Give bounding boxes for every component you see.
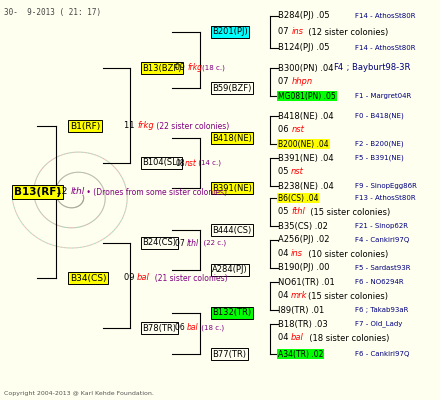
Text: B1(RF): B1(RF) xyxy=(70,122,100,130)
Text: B104(SL): B104(SL) xyxy=(142,158,180,168)
Text: F14 - AthosSt80R: F14 - AthosSt80R xyxy=(355,13,415,19)
Text: B418(NE): B418(NE) xyxy=(212,134,252,142)
Text: (18 c.): (18 c.) xyxy=(202,65,225,71)
Text: 06: 06 xyxy=(175,324,187,332)
Text: (22 sister colonies): (22 sister colonies) xyxy=(154,122,229,130)
Text: F7 - Old_Lady: F7 - Old_Lady xyxy=(355,321,402,327)
Text: B18(TR) .03: B18(TR) .03 xyxy=(278,320,328,328)
Text: 04: 04 xyxy=(278,334,291,342)
Text: B200(NE) .04: B200(NE) .04 xyxy=(278,140,329,148)
Text: 07: 07 xyxy=(278,78,291,86)
Text: fthl: fthl xyxy=(291,208,305,216)
Text: (15 sister colonies): (15 sister colonies) xyxy=(308,292,388,300)
Text: B78(TR): B78(TR) xyxy=(142,324,176,332)
Text: A284(PJ): A284(PJ) xyxy=(212,266,248,274)
Text: nst: nst xyxy=(185,158,197,168)
Text: (21 sister colonies): (21 sister colonies) xyxy=(150,274,227,282)
Text: hhpn: hhpn xyxy=(291,78,312,86)
Text: 09: 09 xyxy=(124,274,137,282)
Text: 07: 07 xyxy=(278,28,291,36)
Text: 04: 04 xyxy=(278,292,291,300)
Text: B59(BZF): B59(BZF) xyxy=(212,84,251,92)
Text: 30-  9-2013 ( 21: 17): 30- 9-2013 ( 21: 17) xyxy=(4,8,101,17)
Text: 07: 07 xyxy=(175,238,187,248)
Text: ; Bayburt98-3R: ; Bayburt98-3R xyxy=(344,64,410,72)
Text: Copyright 2004-2013 @ Karl Kehde Foundation.: Copyright 2004-2013 @ Karl Kehde Foundat… xyxy=(4,391,154,396)
Text: B444(CS): B444(CS) xyxy=(212,226,251,234)
Text: B391(NE) .04: B391(NE) .04 xyxy=(278,154,334,162)
Text: frkg: frkg xyxy=(137,122,154,130)
Text: F21 - Sinop62R: F21 - Sinop62R xyxy=(355,223,408,229)
Text: 05: 05 xyxy=(278,208,291,216)
Text: F13 - AthosSt80R: F13 - AthosSt80R xyxy=(355,195,416,201)
Text: F4 - Cankiri97Q: F4 - Cankiri97Q xyxy=(355,237,409,243)
Text: F6 ; Takab93aR: F6 ; Takab93aR xyxy=(355,307,408,313)
Text: F5 - B391(NE): F5 - B391(NE) xyxy=(355,155,404,161)
Text: B238(NE) .04: B238(NE) .04 xyxy=(278,182,334,190)
Text: bal: bal xyxy=(291,334,304,342)
Text: nst: nst xyxy=(291,126,304,134)
Text: ins: ins xyxy=(291,28,303,36)
Text: nst: nst xyxy=(291,168,304,176)
Text: lthl: lthl xyxy=(70,188,84,196)
Text: B300(PN) .04: B300(PN) .04 xyxy=(278,64,334,72)
Text: B201(PJ): B201(PJ) xyxy=(212,28,248,36)
Text: F5 - Sardast93R: F5 - Sardast93R xyxy=(355,265,411,271)
Text: (15 sister colonies): (15 sister colonies) xyxy=(305,208,390,216)
Text: F1 - Margret04R: F1 - Margret04R xyxy=(355,93,411,99)
Text: B13(RF): B13(RF) xyxy=(14,187,61,197)
Text: mrk: mrk xyxy=(291,292,308,300)
Text: F0 - B418(NE): F0 - B418(NE) xyxy=(355,113,404,119)
Text: F9 - SinopEgg86R: F9 - SinopEgg86R xyxy=(355,183,417,189)
Text: 06: 06 xyxy=(278,126,291,134)
Text: B35(CS) .02: B35(CS) .02 xyxy=(278,222,328,230)
Text: B190(PJ) .00: B190(PJ) .00 xyxy=(278,264,330,272)
Text: A34(TR) .02: A34(TR) .02 xyxy=(278,350,323,358)
Text: (12 sister colonies): (12 sister colonies) xyxy=(303,28,389,36)
Text: MG081(PN) .05: MG081(PN) .05 xyxy=(278,92,336,100)
Text: B13(BZF): B13(BZF) xyxy=(142,64,181,72)
Text: bal: bal xyxy=(137,274,150,282)
Text: B34(CS): B34(CS) xyxy=(70,274,106,282)
Text: I89(TR) .01: I89(TR) .01 xyxy=(278,306,324,314)
Text: (18 sister colonies): (18 sister colonies) xyxy=(304,334,389,342)
Text: 05: 05 xyxy=(278,168,291,176)
Text: B418(NE) .04: B418(NE) .04 xyxy=(278,112,334,120)
Text: 09: 09 xyxy=(175,64,187,72)
Text: 08: 08 xyxy=(175,158,185,168)
Text: (18 c.): (18 c.) xyxy=(199,325,224,331)
Text: ins: ins xyxy=(291,250,303,258)
Text: lthl: lthl xyxy=(187,238,199,248)
Text: 12: 12 xyxy=(56,188,70,196)
Text: B24(CS): B24(CS) xyxy=(142,238,176,248)
Text: F14 - AthosSt80R: F14 - AthosSt80R xyxy=(355,45,415,51)
Text: NO61(TR) .01: NO61(TR) .01 xyxy=(278,278,335,286)
Text: B132(TR): B132(TR) xyxy=(212,308,251,318)
Text: B391(NE): B391(NE) xyxy=(212,184,252,192)
Text: F6 - NO6294R: F6 - NO6294R xyxy=(355,279,403,285)
Text: F4: F4 xyxy=(334,64,344,72)
Text: bal: bal xyxy=(187,324,199,332)
Text: F6 - Cankiri97Q: F6 - Cankiri97Q xyxy=(355,351,409,357)
Text: (22 c.): (22 c.) xyxy=(199,240,226,246)
Text: F2 - B200(NE): F2 - B200(NE) xyxy=(355,141,403,147)
Text: B6(CS) .04: B6(CS) .04 xyxy=(278,194,319,202)
Text: A256(PJ) .02: A256(PJ) .02 xyxy=(278,236,330,244)
Text: B124(PJ) .05: B124(PJ) .05 xyxy=(278,44,330,52)
Text: • (Drones from some sister colonies): • (Drones from some sister colonies) xyxy=(84,188,227,196)
Text: 04: 04 xyxy=(278,250,291,258)
Text: 11: 11 xyxy=(124,122,137,130)
Text: (10 sister colonies): (10 sister colonies) xyxy=(303,250,389,258)
Text: (14 c.): (14 c.) xyxy=(197,160,221,166)
Text: B77(TR): B77(TR) xyxy=(212,350,246,358)
Text: B284(PJ) .05: B284(PJ) .05 xyxy=(278,12,330,20)
Text: frkg: frkg xyxy=(187,64,202,72)
